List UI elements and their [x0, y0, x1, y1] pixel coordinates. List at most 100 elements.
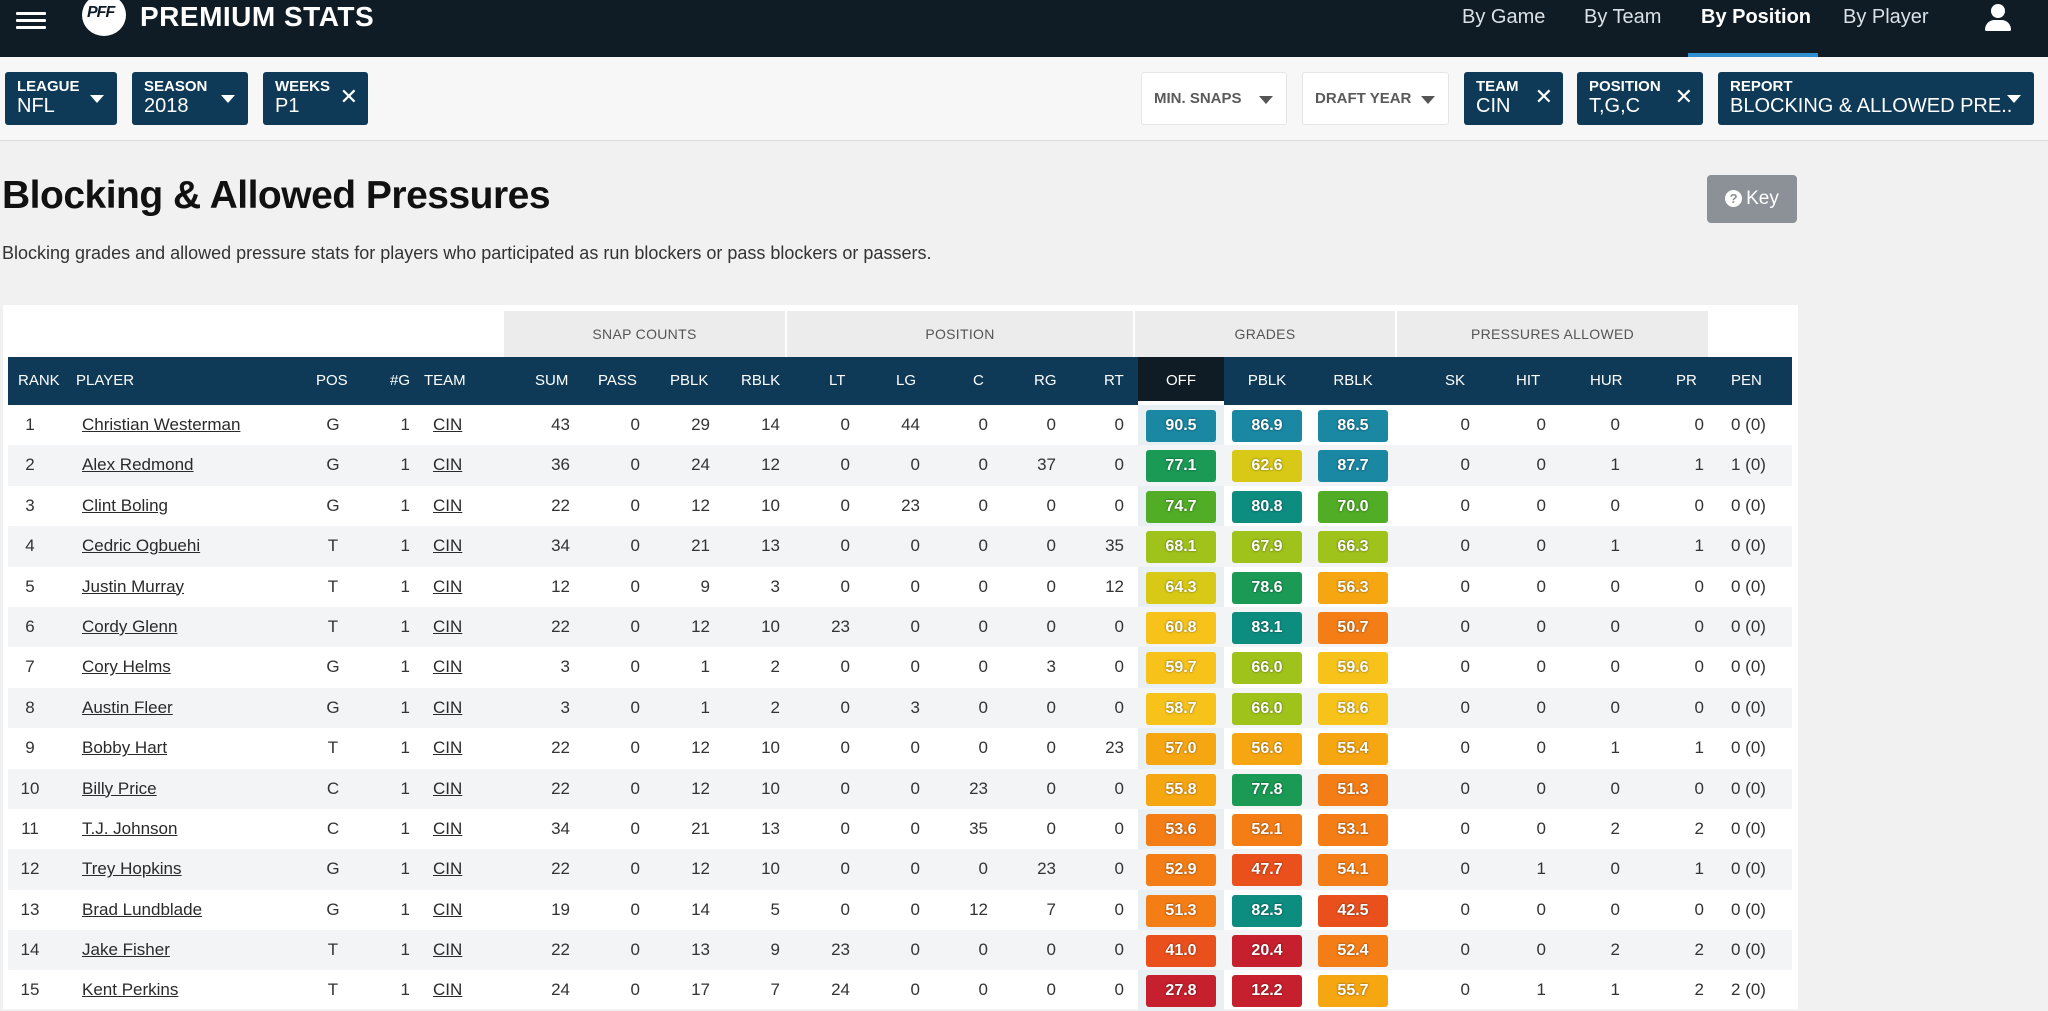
team-filter[interactable]: TEAM CIN ✕	[1464, 72, 1563, 125]
rank-cell: 10	[20, 778, 40, 798]
col-hit[interactable]: HIT	[1516, 372, 1541, 389]
draft-year-filter[interactable]: DRAFT YEAR	[1302, 72, 1449, 125]
player-link[interactable]: Clint Boling	[82, 495, 168, 515]
player-link[interactable]: Kent Perkins	[82, 980, 179, 1000]
col-pr[interactable]: PR	[1676, 372, 1697, 389]
close-icon[interactable]: ✕	[339, 84, 358, 109]
pen-cell: 0 (0)	[1731, 818, 1766, 838]
team-link[interactable]: CIN	[433, 657, 463, 677]
player-link[interactable]: T.J. Johnson	[82, 818, 178, 838]
close-icon[interactable]: ✕	[1674, 84, 1693, 109]
hur-cell: 1	[1610, 980, 1620, 1000]
min-snaps-filter[interactable]: MIN. SNAPS	[1141, 72, 1287, 125]
team-link[interactable]: CIN	[433, 818, 463, 838]
player-link[interactable]: Brad Lundblade	[82, 899, 203, 919]
sk-cell: 0	[1460, 697, 1470, 717]
lt-cell: 0	[840, 738, 850, 758]
player-link[interactable]: Alex Redmond	[82, 455, 194, 475]
games-cell: 1	[400, 738, 410, 758]
col-c[interactable]: C	[973, 372, 984, 389]
col-rank[interactable]: RANK	[18, 372, 60, 389]
col-team[interactable]: TEAM	[424, 372, 466, 389]
col-pen[interactable]: PEN	[1731, 372, 1762, 389]
snap-pblk-cell: 29	[691, 415, 710, 434]
rt-cell: 0	[1114, 455, 1124, 475]
user-icon[interactable]	[1982, 4, 2014, 32]
grade-off: 41.0	[1146, 935, 1216, 968]
team-link[interactable]: CIN	[433, 738, 463, 758]
rt-cell: 0	[1114, 940, 1124, 960]
team-link[interactable]: CIN	[433, 415, 463, 434]
col-player[interactable]: PLAYER	[76, 372, 135, 389]
player-link[interactable]: Justin Murray	[82, 576, 185, 596]
col-grade-rblk[interactable]: RBLK	[1333, 372, 1373, 389]
key-button[interactable]: ? Key	[1707, 175, 1797, 223]
grade-rblk: 55.4	[1318, 733, 1388, 766]
col-hur[interactable]: HUR	[1590, 372, 1623, 389]
report-filter[interactable]: REPORT BLOCKING & ALLOWED PRE..	[1718, 72, 2034, 125]
player-link[interactable]: Christian Westerman	[82, 415, 241, 434]
player-link[interactable]: Jake Fisher	[82, 940, 170, 960]
team-link[interactable]: CIN	[433, 455, 463, 475]
nav-link-by-position[interactable]: By Position	[1701, 6, 1812, 28]
col-pos[interactable]: POS	[316, 372, 348, 389]
player-link[interactable]: Cordy Glenn	[82, 616, 178, 636]
team-link[interactable]: CIN	[433, 899, 463, 919]
col-rt[interactable]: RT	[1104, 372, 1124, 389]
player-link[interactable]: Billy Price	[82, 778, 157, 798]
col-snap-sum[interactable]: SUM	[535, 372, 569, 389]
chevron-down-icon	[1421, 96, 1435, 104]
team-link[interactable]: CIN	[433, 940, 463, 960]
grade-rblk: 52.4	[1318, 935, 1388, 968]
team-link[interactable]: CIN	[433, 495, 463, 515]
pr-cell: 1	[1694, 738, 1704, 758]
col-snap-pblk[interactable]: PBLK	[670, 372, 709, 389]
player-link[interactable]: Trey Hopkins	[82, 859, 182, 879]
player-link[interactable]: Cedric Ogbuehi	[82, 536, 201, 556]
league-filter[interactable]: LEAGUE NFL	[5, 72, 117, 125]
col-snap-rblk[interactable]: RBLK	[741, 372, 781, 389]
team-link[interactable]: CIN	[433, 778, 463, 798]
team-link[interactable]: CIN	[433, 536, 463, 556]
team-cell: CIN	[433, 486, 493, 526]
col-rg[interactable]: RG	[1034, 372, 1057, 389]
col-grade-off[interactable]: OFF	[1166, 372, 1196, 389]
team-link[interactable]: CIN	[433, 697, 463, 717]
nav-link-by-team[interactable]: By Team	[1584, 6, 1662, 28]
sk-cell: 0	[1460, 616, 1470, 636]
team-link[interactable]: CIN	[433, 576, 463, 596]
col-lg[interactable]: LG	[896, 372, 917, 389]
team-link[interactable]: CIN	[433, 859, 463, 879]
col-snap-pass[interactable]: PASS	[598, 372, 637, 389]
menu-icon[interactable]	[16, 8, 46, 32]
snap-sum-cell: 19	[551, 899, 570, 919]
col-sk[interactable]: SK	[1445, 372, 1466, 389]
season-filter[interactable]: SEASON 2018	[132, 72, 248, 125]
table-row: 1 Christian Westerman G 1 CIN 43 0 29 14 0 44 0 0 0 90…	[8, 405, 1792, 445]
table-row: 15 Kent Perkins T 1 CIN 24 0 17 7 24 0 0 0 0 27.8 12.2 5…	[8, 970, 1792, 1010]
snap-pass-cell: 0	[630, 415, 640, 434]
player-link[interactable]: Bobby Hart	[82, 738, 168, 758]
rank-cell: 5	[25, 576, 35, 596]
col-grade-pblk[interactable]: PBLK	[1247, 372, 1287, 389]
snap-pblk-cell: 12	[691, 738, 710, 758]
nav-link-by-player[interactable]: By Player	[1843, 6, 1929, 28]
player-link[interactable]: Austin Fleer	[82, 697, 173, 717]
close-icon[interactable]: ✕	[1534, 84, 1553, 109]
team-link[interactable]: CIN	[433, 616, 463, 636]
col-games[interactable]: #G	[390, 372, 411, 389]
pos-cell: T	[327, 576, 339, 596]
weeks-filter[interactable]: WEEKS P1 ✕	[263, 72, 368, 125]
pff-logo[interactable]	[82, 0, 126, 36]
position-filter[interactable]: POSITION T,G,C ✕	[1577, 72, 1703, 125]
nav-link-by-game[interactable]: By Game	[1462, 6, 1546, 28]
pos-cell: G	[326, 657, 340, 677]
lt-cell: 0	[840, 455, 850, 475]
player-link[interactable]: Cory Helms	[82, 657, 171, 677]
team-link[interactable]: CIN	[433, 980, 463, 1000]
rank-cell: 14	[20, 940, 40, 960]
lg-cell: 0	[910, 576, 920, 596]
col-lt[interactable]: LT	[829, 372, 846, 389]
rg-cell: 0	[1046, 697, 1056, 717]
pos-cell: T	[327, 738, 339, 758]
